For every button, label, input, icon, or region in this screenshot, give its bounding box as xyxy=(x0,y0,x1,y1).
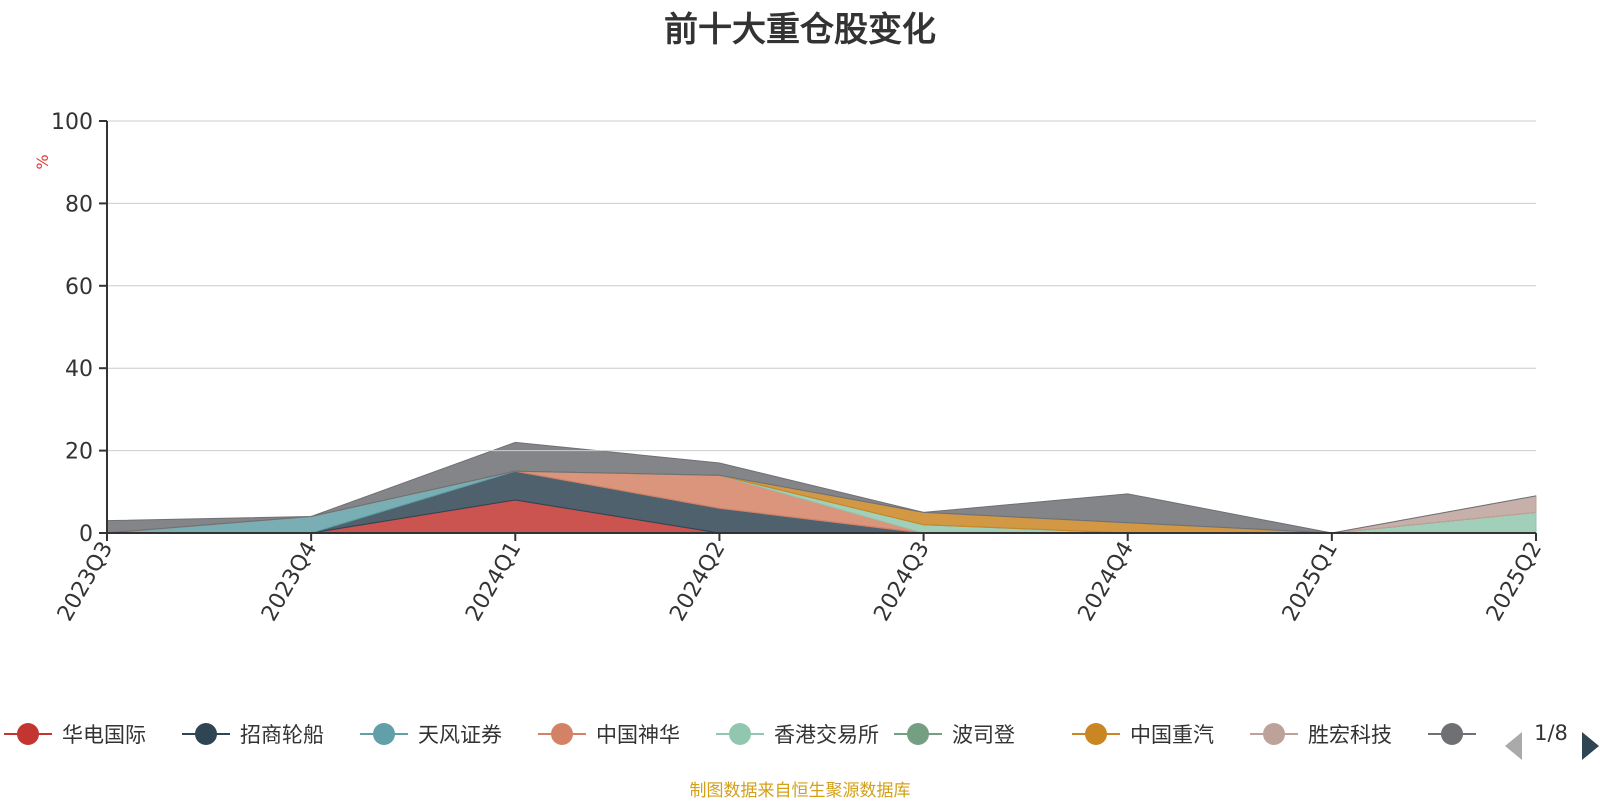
x-tick-label: 2025Q1 xyxy=(1278,538,1343,626)
x-tick-label: 2024Q2 xyxy=(665,538,730,626)
y-tick-label: 60 xyxy=(65,275,93,300)
y-axis-label: % xyxy=(33,154,52,169)
grid-lines xyxy=(107,120,1536,452)
legend-marker-icon xyxy=(1441,723,1463,745)
x-axis: 2023Q3 2023Q4 2024Q1 2024Q2 2024Q3 2024Q4 2025… xyxy=(53,532,1547,626)
legend-label: 波司登 xyxy=(952,723,1015,747)
legend-item[interactable] xyxy=(1428,723,1476,745)
x-tick-label: 2023Q3 xyxy=(53,538,118,626)
series-area-8 xyxy=(106,441,1537,534)
legend-marker-icon xyxy=(373,723,395,745)
legend-label: 天风证券 xyxy=(418,723,502,747)
legend-marker-icon xyxy=(729,723,751,745)
x-tick-label: 2024Q3 xyxy=(869,538,934,626)
legend-pager: 1/8 xyxy=(1505,721,1599,760)
legend-page-indicator: 1/8 xyxy=(1534,721,1568,745)
source-note: 制图数据来自恒生聚源数据库 xyxy=(689,781,911,801)
legend-label: 华电国际 xyxy=(62,723,146,747)
legend-label: 中国重汽 xyxy=(1130,723,1214,747)
legend-label: 香港交易所 xyxy=(774,723,879,747)
legend-item[interactable]: 胜宏科技 xyxy=(1250,723,1392,747)
x-tick-label: 2024Q4 xyxy=(1074,538,1139,626)
legend-marker-icon xyxy=(1085,723,1107,745)
y-axis: 0 20 40 60 80 100 xyxy=(51,110,108,547)
x-tick-label: 2023Q4 xyxy=(257,538,322,626)
y-tick-label: 80 xyxy=(65,192,93,217)
legend-prev-page-icon[interactable] xyxy=(1505,732,1522,760)
legend-item[interactable]: 中国重汽 xyxy=(1072,723,1214,747)
legend[interactable]: 华电国际 招商轮船 天风证券 中国神华 香港交易所 波司登 中国重汽 胜宏科技 xyxy=(4,723,1476,747)
y-tick-label: 0 xyxy=(79,522,93,547)
legend-item[interactable]: 中国神华 xyxy=(538,723,680,747)
legend-marker-icon xyxy=(907,723,929,745)
legend-item[interactable]: 波司登 xyxy=(894,723,1015,747)
legend-item[interactable]: 天风证券 xyxy=(360,723,502,747)
y-tick-label: 20 xyxy=(65,440,93,465)
series-areas xyxy=(106,441,1537,534)
chart-title: 前十大重仓股变化 xyxy=(664,10,936,50)
legend-marker-icon xyxy=(551,723,573,745)
legend-item[interactable]: 招商轮船 xyxy=(182,723,324,747)
legend-label: 招商轮船 xyxy=(240,723,324,747)
legend-marker-icon xyxy=(17,723,39,745)
legend-item[interactable]: 香港交易所 xyxy=(716,723,879,747)
legend-label: 中国神华 xyxy=(596,723,680,747)
x-tick-label: 2024Q1 xyxy=(461,538,526,626)
legend-label: 胜宏科技 xyxy=(1308,723,1392,747)
legend-marker-icon xyxy=(1263,723,1285,745)
legend-next-page-icon[interactable] xyxy=(1582,732,1599,760)
x-tick-label: 2025Q2 xyxy=(1482,538,1547,626)
y-tick-label: 100 xyxy=(51,110,93,135)
legend-marker-icon xyxy=(195,723,217,745)
y-tick-label: 40 xyxy=(65,357,93,382)
legend-item[interactable]: 华电国际 xyxy=(4,723,146,747)
